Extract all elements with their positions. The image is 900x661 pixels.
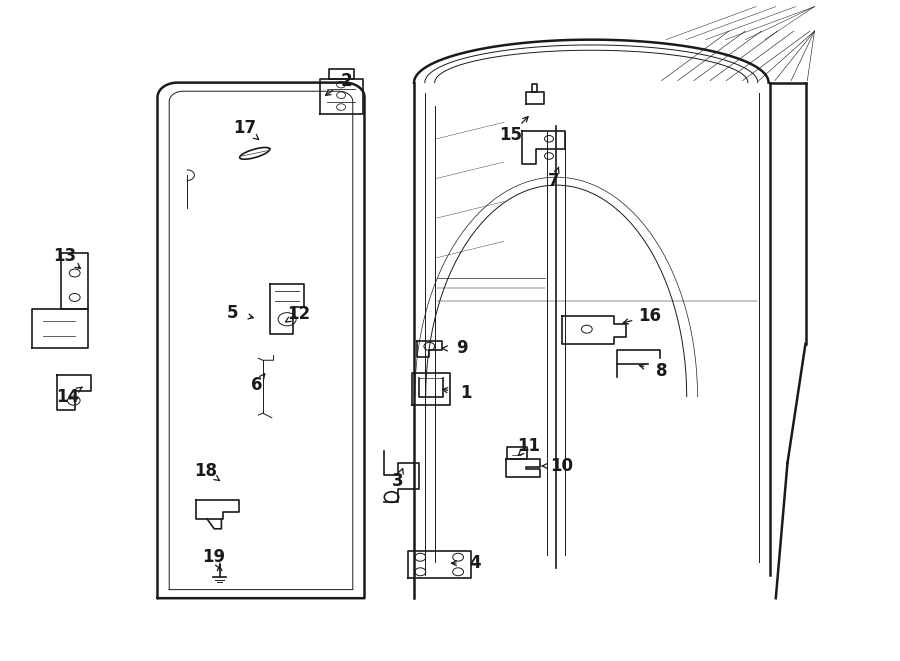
- Text: 17: 17: [233, 119, 256, 137]
- Text: 15: 15: [499, 126, 522, 144]
- Text: 8: 8: [656, 362, 667, 381]
- Text: 19: 19: [202, 547, 226, 566]
- Text: 18: 18: [194, 461, 217, 480]
- Text: 3: 3: [392, 472, 403, 490]
- Text: 1: 1: [461, 384, 472, 403]
- Text: 5: 5: [227, 303, 238, 322]
- Text: 2: 2: [341, 71, 352, 90]
- Text: 12: 12: [287, 305, 310, 323]
- Text: 10: 10: [550, 457, 573, 475]
- Text: 9: 9: [456, 339, 467, 358]
- Text: 7: 7: [548, 172, 559, 190]
- Text: 11: 11: [517, 437, 540, 455]
- Text: 6: 6: [251, 375, 262, 394]
- Text: 4: 4: [470, 554, 481, 572]
- Text: 14: 14: [56, 387, 79, 406]
- Text: 16: 16: [638, 307, 662, 325]
- Text: 13: 13: [53, 247, 76, 266]
